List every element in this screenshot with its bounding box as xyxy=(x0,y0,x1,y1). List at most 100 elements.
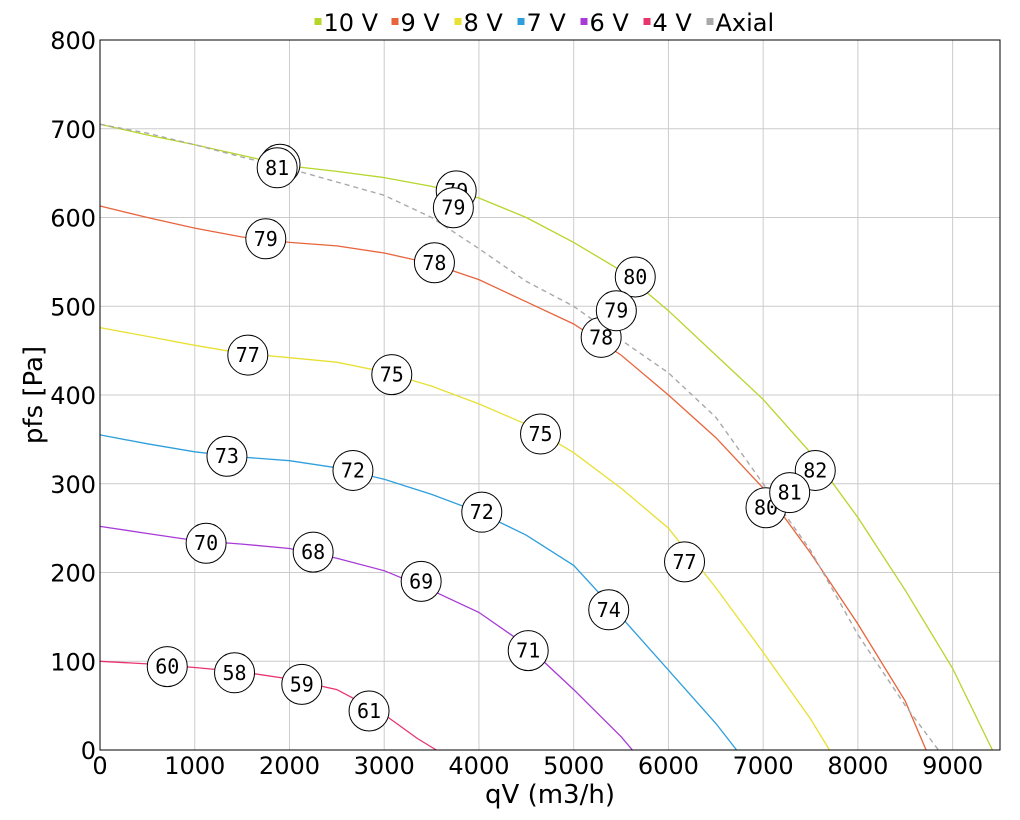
legend-item[interactable]: Axial xyxy=(706,9,775,37)
legend-item[interactable]: 10 V xyxy=(314,9,379,37)
legend-label: Axial xyxy=(716,9,775,37)
operating-point-bubble: 61 xyxy=(348,690,390,732)
legend-swatch xyxy=(580,18,588,25)
operating-point-bubble: 78 xyxy=(413,242,455,284)
y-tick-label: 400 xyxy=(50,382,96,410)
bubble-value: 58 xyxy=(222,661,246,685)
bubble-circle xyxy=(432,187,474,229)
y-tick-label: 300 xyxy=(50,471,96,499)
x-tick-label: 3000 xyxy=(354,752,415,780)
x-tick-label: 8000 xyxy=(827,752,888,780)
legend-item[interactable]: 9 V xyxy=(391,9,441,37)
series-line-1 xyxy=(99,205,927,751)
legend-swatch xyxy=(391,18,399,25)
legend-label: 4 V xyxy=(653,9,693,37)
x-tick-label: 0 xyxy=(92,752,107,780)
operating-point-bubble: 59 xyxy=(281,663,323,705)
series-line-2 xyxy=(99,326,831,751)
operating-point-bubble: 80 xyxy=(614,256,656,298)
bubble-circle xyxy=(520,413,562,455)
bubble-value: 81 xyxy=(265,156,289,180)
bubble-value: 59 xyxy=(290,672,314,696)
operating-point-labels: 8179808279787880777575777372727470686971… xyxy=(146,143,836,732)
y-tick-label: 500 xyxy=(50,293,96,321)
bubble-value: 70 xyxy=(194,531,218,555)
bubble-circle xyxy=(348,690,390,732)
bubble-value: 71 xyxy=(516,639,540,663)
legend-item[interactable]: 8 V xyxy=(454,9,504,37)
operating-point-bubble: 81 xyxy=(256,147,298,189)
bubble-value: 72 xyxy=(341,458,365,482)
bubble-circle xyxy=(227,334,269,376)
bubble-value: 73 xyxy=(215,444,239,468)
x-tick-label: 2000 xyxy=(259,752,320,780)
legend-label: 8 V xyxy=(464,9,504,37)
legend-swatch xyxy=(643,18,651,25)
bubble-circle xyxy=(614,256,656,298)
y-tick-label: 600 xyxy=(50,205,96,233)
legend-item[interactable]: 4 V xyxy=(643,9,693,37)
x-tick-label: 5000 xyxy=(543,752,604,780)
legend[interactable]: 10 V 9 V 8 V 7 V 6 V 4 V Axial xyxy=(314,9,775,37)
y-tick-label: 0 xyxy=(81,737,96,765)
bubble-value: 77 xyxy=(236,343,260,367)
operating-point-bubble: 77 xyxy=(227,334,269,376)
operating-point-bubble: 69 xyxy=(400,560,442,602)
axis-ticks: 0 1000 2000 3000 4000 5000 6000 7000 8000 9000 0 10… xyxy=(50,27,983,780)
operating-point-bubble: 75 xyxy=(371,354,413,396)
x-tick-label: 7000 xyxy=(733,752,794,780)
bubble-circle xyxy=(461,491,503,533)
bubble-circle xyxy=(245,218,287,260)
bubble-value: 79 xyxy=(254,227,278,251)
operating-point-bubble: 81 xyxy=(769,472,811,514)
bubble-circle xyxy=(206,435,248,477)
y-axis-label: pfs [Pa] xyxy=(19,346,49,444)
bubble-circle xyxy=(400,560,442,602)
bubble-value: 82 xyxy=(803,458,827,482)
operating-point-bubble: 72 xyxy=(461,491,503,533)
bubble-value: 68 xyxy=(301,540,325,564)
bubble-value: 78 xyxy=(422,251,446,275)
bubble-circle xyxy=(371,354,413,396)
bubble-value: 77 xyxy=(672,550,696,574)
bubble-value: 81 xyxy=(778,481,802,505)
bubble-circle xyxy=(256,147,298,189)
legend-label: 7 V xyxy=(527,9,567,37)
bubble-value: 72 xyxy=(470,500,494,524)
bubble-circle xyxy=(146,646,188,688)
bubble-value: 80 xyxy=(623,265,647,289)
bubble-value: 79 xyxy=(441,196,465,220)
series-line-6 xyxy=(99,123,939,751)
bubble-circle xyxy=(769,472,811,514)
bubble-circle xyxy=(214,652,256,694)
operating-point-bubble: 74 xyxy=(588,589,630,631)
bubble-circle xyxy=(332,449,374,491)
bubble-value: 60 xyxy=(155,655,179,679)
bubble-value: 75 xyxy=(380,363,404,387)
y-tick-label: 800 xyxy=(50,27,96,55)
legend-item[interactable]: 6 V xyxy=(580,9,630,37)
bubble-circle xyxy=(588,589,630,631)
y-tick-label: 200 xyxy=(50,560,96,588)
bubble-value: 79 xyxy=(604,299,628,323)
bubble-circle xyxy=(281,663,323,705)
x-tick-label: 1000 xyxy=(164,752,225,780)
bubble-circle xyxy=(664,541,706,583)
x-tick-label: 9000 xyxy=(922,752,983,780)
operating-point-bubble: 75 xyxy=(520,413,562,455)
x-tick-label: 6000 xyxy=(638,752,699,780)
operating-point-bubble: 73 xyxy=(206,435,248,477)
legend-item[interactable]: 7 V xyxy=(517,9,567,37)
legend-label: 6 V xyxy=(590,9,630,37)
legend-swatch xyxy=(517,18,525,25)
bubble-value: 75 xyxy=(528,422,552,446)
legend-swatch xyxy=(454,18,462,25)
bubble-circle xyxy=(413,242,455,284)
bubble-value: 74 xyxy=(597,598,621,622)
bubble-value: 61 xyxy=(357,699,381,723)
legend-label: 9 V xyxy=(401,9,441,37)
bubble-circle xyxy=(507,630,549,672)
series-line-0 xyxy=(99,123,993,751)
operating-point-bubble: 70 xyxy=(185,522,227,564)
plot-area-frame xyxy=(99,39,1001,751)
